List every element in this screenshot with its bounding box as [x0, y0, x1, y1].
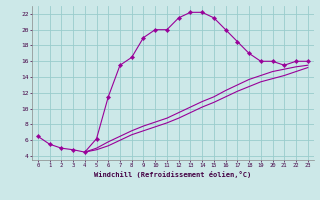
X-axis label: Windchill (Refroidissement éolien,°C): Windchill (Refroidissement éolien,°C) [94, 171, 252, 178]
